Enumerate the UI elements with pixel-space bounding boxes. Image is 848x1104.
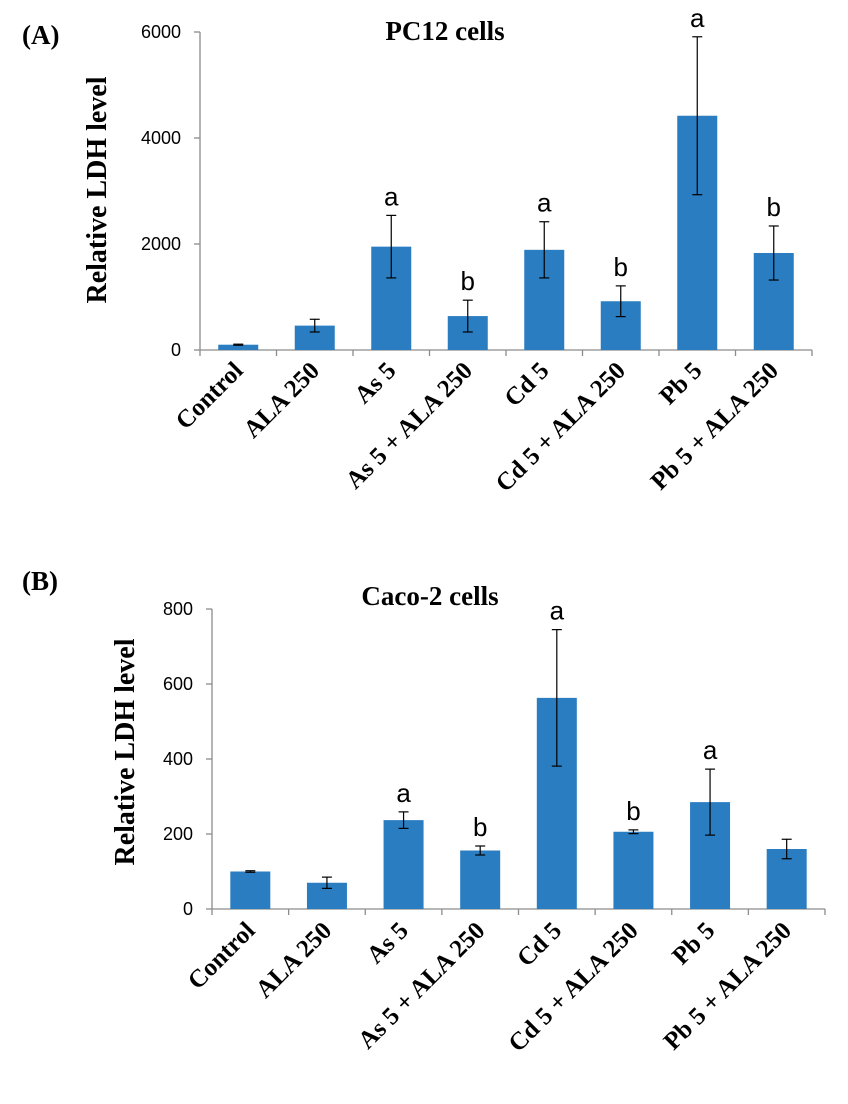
significance-label: a bbox=[396, 778, 411, 808]
chart-caco2: (B) Caco-2 cells Relative LDH level 0 200… bbox=[22, 566, 826, 1057]
y-tick-label: 200 bbox=[163, 824, 193, 844]
y-tick-label: 400 bbox=[163, 749, 193, 769]
x-tick-label: ALA 250 bbox=[251, 917, 337, 1003]
panel-label-a: (A) bbox=[22, 20, 59, 50]
significance-label: b bbox=[626, 796, 640, 826]
x-tick-label: Control bbox=[171, 357, 249, 435]
chart-title-pc12: PC12 cells bbox=[385, 16, 504, 46]
x-tick-label: Cd 5 bbox=[500, 357, 555, 412]
x-tick-label: ALA 250 bbox=[239, 357, 325, 443]
bar bbox=[383, 820, 424, 909]
chart-title-caco2: Caco-2 cells bbox=[361, 581, 498, 611]
y-tick-label: 2000 bbox=[141, 234, 181, 254]
panel-label-b: (B) bbox=[22, 566, 58, 596]
significance-label: b bbox=[461, 266, 475, 296]
x-tick-label: Cd 5 + ALA 250 bbox=[504, 917, 644, 1057]
y-tick-label: 800 bbox=[163, 599, 193, 619]
significance-label: b bbox=[614, 252, 628, 282]
y-tick-label: 4000 bbox=[141, 128, 181, 148]
x-tick-label: As 5 bbox=[362, 917, 414, 969]
y-axis-label-pc12: Relative LDH level bbox=[82, 76, 113, 303]
significance-label: b bbox=[767, 192, 781, 222]
significance-label: a bbox=[537, 188, 552, 218]
significance-label: b bbox=[473, 812, 487, 842]
bar bbox=[218, 344, 259, 350]
significance-label: a bbox=[703, 735, 718, 765]
y-tick-label: 600 bbox=[163, 674, 193, 694]
significance-label: a bbox=[384, 181, 399, 211]
y-axis-label-caco2: Relative LDH level bbox=[110, 638, 141, 865]
x-tick-label: As 5 bbox=[349, 357, 401, 409]
x-tick-label: Cd 5 + ALA 250 bbox=[491, 357, 631, 497]
y-tick-label: 6000 bbox=[141, 22, 181, 42]
x-tick-label: Cd 5 bbox=[512, 917, 567, 972]
y-tick-label: 0 bbox=[183, 899, 193, 919]
x-tick-label: Pb 5 bbox=[667, 917, 720, 970]
bar bbox=[460, 850, 501, 909]
x-tick-label: Control bbox=[183, 917, 261, 995]
bar bbox=[230, 871, 271, 909]
significance-label: a bbox=[690, 3, 705, 33]
bar bbox=[613, 831, 654, 909]
x-tick-label: Pb 5 bbox=[655, 357, 708, 410]
y-tick-label: 0 bbox=[171, 340, 181, 360]
significance-label: a bbox=[550, 596, 565, 626]
chart-pc12: (A) PC12 cells Relative LDH level 0 2000 4… bbox=[22, 3, 813, 497]
